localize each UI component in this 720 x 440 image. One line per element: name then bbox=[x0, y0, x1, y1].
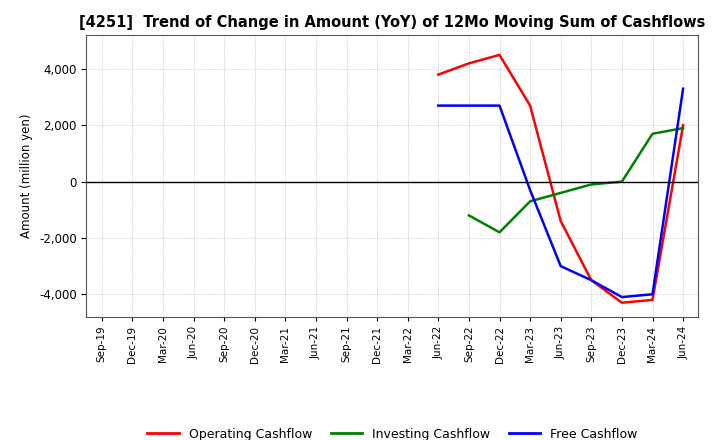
Legend: Operating Cashflow, Investing Cashflow, Free Cashflow: Operating Cashflow, Investing Cashflow, … bbox=[143, 423, 642, 440]
Title: [4251]  Trend of Change in Amount (YoY) of 12Mo Moving Sum of Cashflows: [4251] Trend of Change in Amount (YoY) o… bbox=[79, 15, 706, 30]
Y-axis label: Amount (million yen): Amount (million yen) bbox=[20, 114, 33, 238]
